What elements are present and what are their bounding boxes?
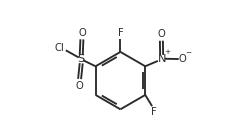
Text: O: O xyxy=(76,81,84,91)
Text: S: S xyxy=(78,54,85,64)
Text: O: O xyxy=(78,27,86,38)
Text: O: O xyxy=(179,54,187,64)
Text: N: N xyxy=(157,54,166,64)
Text: F: F xyxy=(117,28,123,38)
Text: O: O xyxy=(157,29,165,39)
Text: +: + xyxy=(164,49,170,55)
Text: F: F xyxy=(151,108,157,117)
Text: Cl: Cl xyxy=(55,43,64,53)
Text: −: − xyxy=(185,50,191,56)
